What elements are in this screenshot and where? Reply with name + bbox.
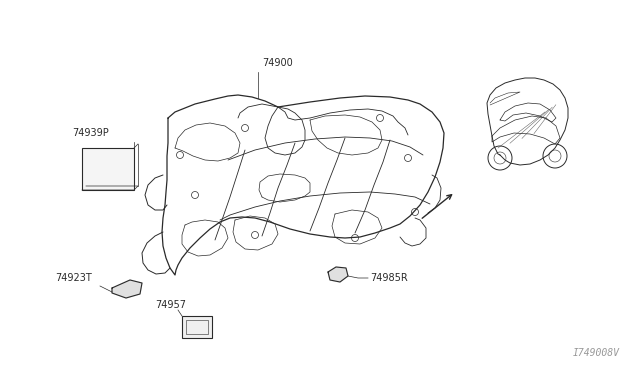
Text: 74957: 74957	[155, 300, 186, 310]
Text: 74985R: 74985R	[370, 273, 408, 283]
Polygon shape	[328, 267, 348, 282]
Text: 74900: 74900	[262, 58, 292, 68]
Bar	[186, 320, 208, 334]
Bar	[182, 316, 212, 338]
Text: 74923T: 74923T	[55, 273, 92, 283]
Polygon shape	[112, 280, 142, 298]
Text: 74939P: 74939P	[72, 128, 109, 138]
Bar	[82, 148, 134, 190]
Text: I749008V: I749008V	[573, 348, 620, 358]
